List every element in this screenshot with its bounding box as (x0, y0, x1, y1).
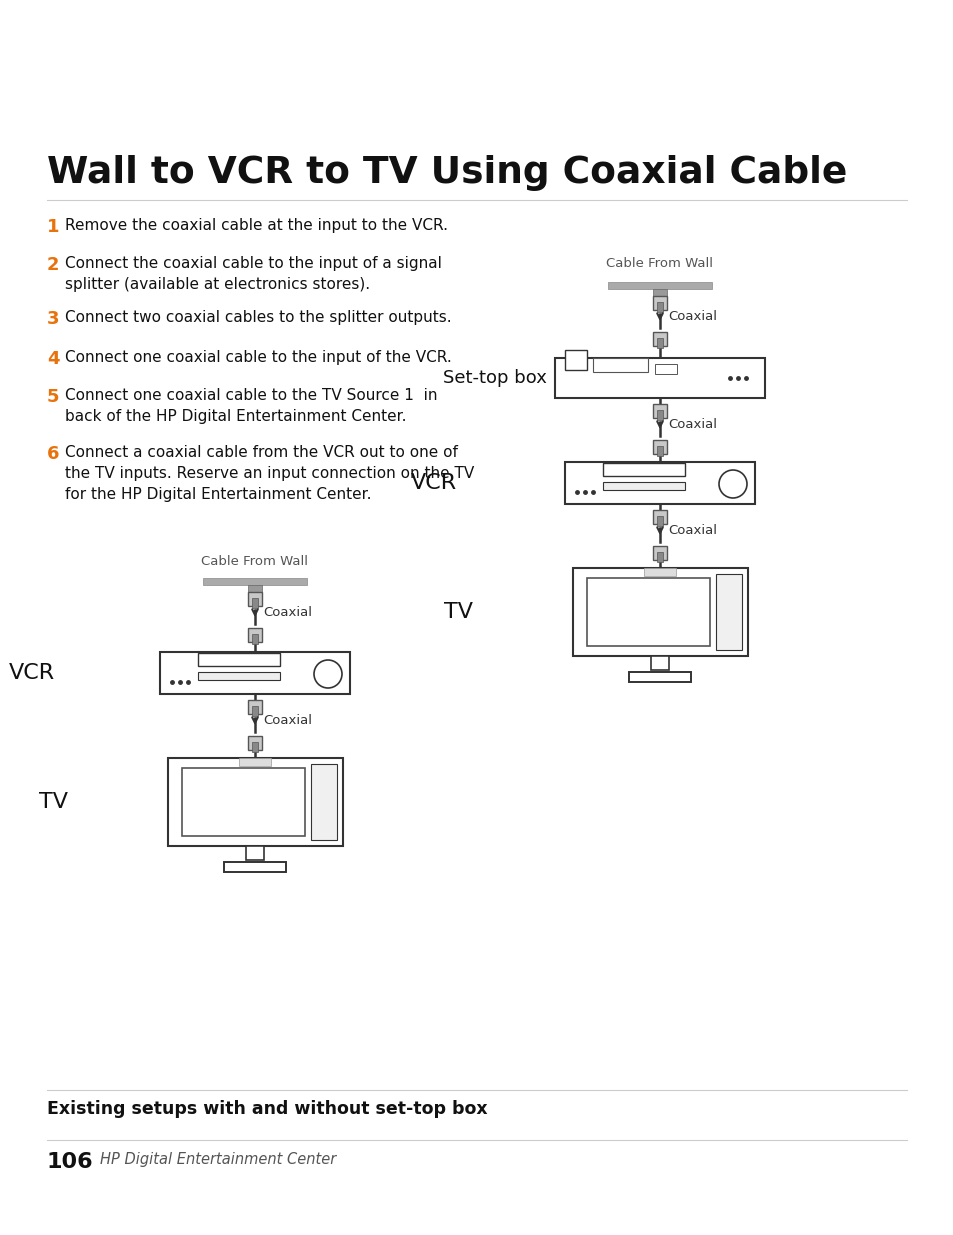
Bar (198, 653, 280, 666)
Bar (607, 282, 711, 289)
Bar (652, 546, 666, 559)
Bar (586, 578, 709, 646)
Bar (652, 332, 666, 346)
Circle shape (719, 471, 746, 498)
Bar (657, 303, 662, 312)
Text: 4: 4 (47, 350, 59, 368)
Text: Connect the coaxial cable to the input of a signal
splitter (available at electr: Connect the coaxial cable to the input o… (65, 256, 441, 291)
Text: TV: TV (39, 792, 68, 811)
Bar (252, 598, 257, 608)
Bar (602, 463, 684, 475)
Bar (248, 585, 262, 593)
Bar (248, 629, 262, 642)
Bar (652, 510, 666, 524)
Text: Coaxial: Coaxial (667, 417, 717, 431)
Bar (657, 446, 662, 456)
Bar (252, 706, 257, 716)
Bar (224, 862, 286, 872)
Text: VCR: VCR (411, 473, 456, 493)
Text: VCR: VCR (9, 663, 55, 683)
Text: Remove the coaxial cable at the input to the VCR.: Remove the coaxial cable at the input to… (65, 219, 448, 233)
Bar (652, 289, 666, 296)
Bar (252, 742, 257, 752)
Text: TV: TV (443, 601, 473, 622)
Bar (182, 768, 305, 836)
Bar (573, 568, 747, 656)
Bar (168, 758, 343, 846)
Bar (239, 758, 271, 766)
Text: Connect one coaxial cable to the input of the VCR.: Connect one coaxial cable to the input o… (65, 350, 452, 366)
Text: 3: 3 (47, 310, 59, 329)
Bar (657, 410, 662, 420)
Bar (248, 700, 262, 714)
Bar (593, 358, 647, 372)
Bar (657, 338, 662, 348)
Text: Connect two coaxial cables to the splitter outputs.: Connect two coaxial cables to the splitt… (65, 310, 451, 325)
Bar (198, 672, 280, 680)
Bar (657, 516, 662, 526)
Text: Wall to VCR to TV Using Coaxial Cable: Wall to VCR to TV Using Coaxial Cable (47, 156, 846, 191)
Bar (643, 568, 676, 576)
Text: Cable From Wall: Cable From Wall (606, 257, 713, 270)
Bar (252, 634, 257, 643)
Bar (203, 578, 307, 585)
Bar (555, 358, 764, 398)
Bar (564, 350, 586, 370)
Text: Coaxial: Coaxial (263, 714, 312, 726)
Text: Set-top box: Set-top box (442, 369, 546, 387)
Circle shape (314, 659, 341, 688)
Text: Connect one coaxial cable to the TV Source 1  in
back of the HP Digital Entertai: Connect one coaxial cable to the TV Sour… (65, 388, 437, 424)
Bar (652, 404, 666, 417)
Bar (650, 656, 668, 671)
Text: 1: 1 (47, 219, 59, 236)
Bar (602, 482, 684, 490)
Text: 6: 6 (47, 445, 59, 463)
Text: 2: 2 (47, 256, 59, 274)
Text: Coaxial: Coaxial (263, 605, 312, 619)
Bar (652, 440, 666, 454)
Bar (652, 296, 666, 310)
Bar (564, 462, 754, 504)
Text: Connect a coaxial cable from the VCR out to one of
the TV inputs. Reserve an inp: Connect a coaxial cable from the VCR out… (65, 445, 474, 501)
Bar (655, 364, 677, 374)
Text: Cable From Wall: Cable From Wall (201, 555, 308, 568)
Bar (657, 552, 662, 562)
Bar (248, 592, 262, 606)
Bar (716, 574, 741, 650)
Text: Coaxial: Coaxial (667, 524, 717, 536)
Text: Existing setups with and without set-top box: Existing setups with and without set-top… (47, 1100, 487, 1118)
Bar (160, 652, 350, 694)
Bar (246, 846, 264, 860)
Text: HP Digital Entertainment Center: HP Digital Entertainment Center (100, 1152, 335, 1167)
Text: 106: 106 (47, 1152, 93, 1172)
Text: 5: 5 (47, 388, 59, 406)
Bar (311, 764, 336, 840)
Bar (248, 736, 262, 750)
Bar (628, 672, 690, 682)
Text: Coaxial: Coaxial (667, 310, 717, 322)
